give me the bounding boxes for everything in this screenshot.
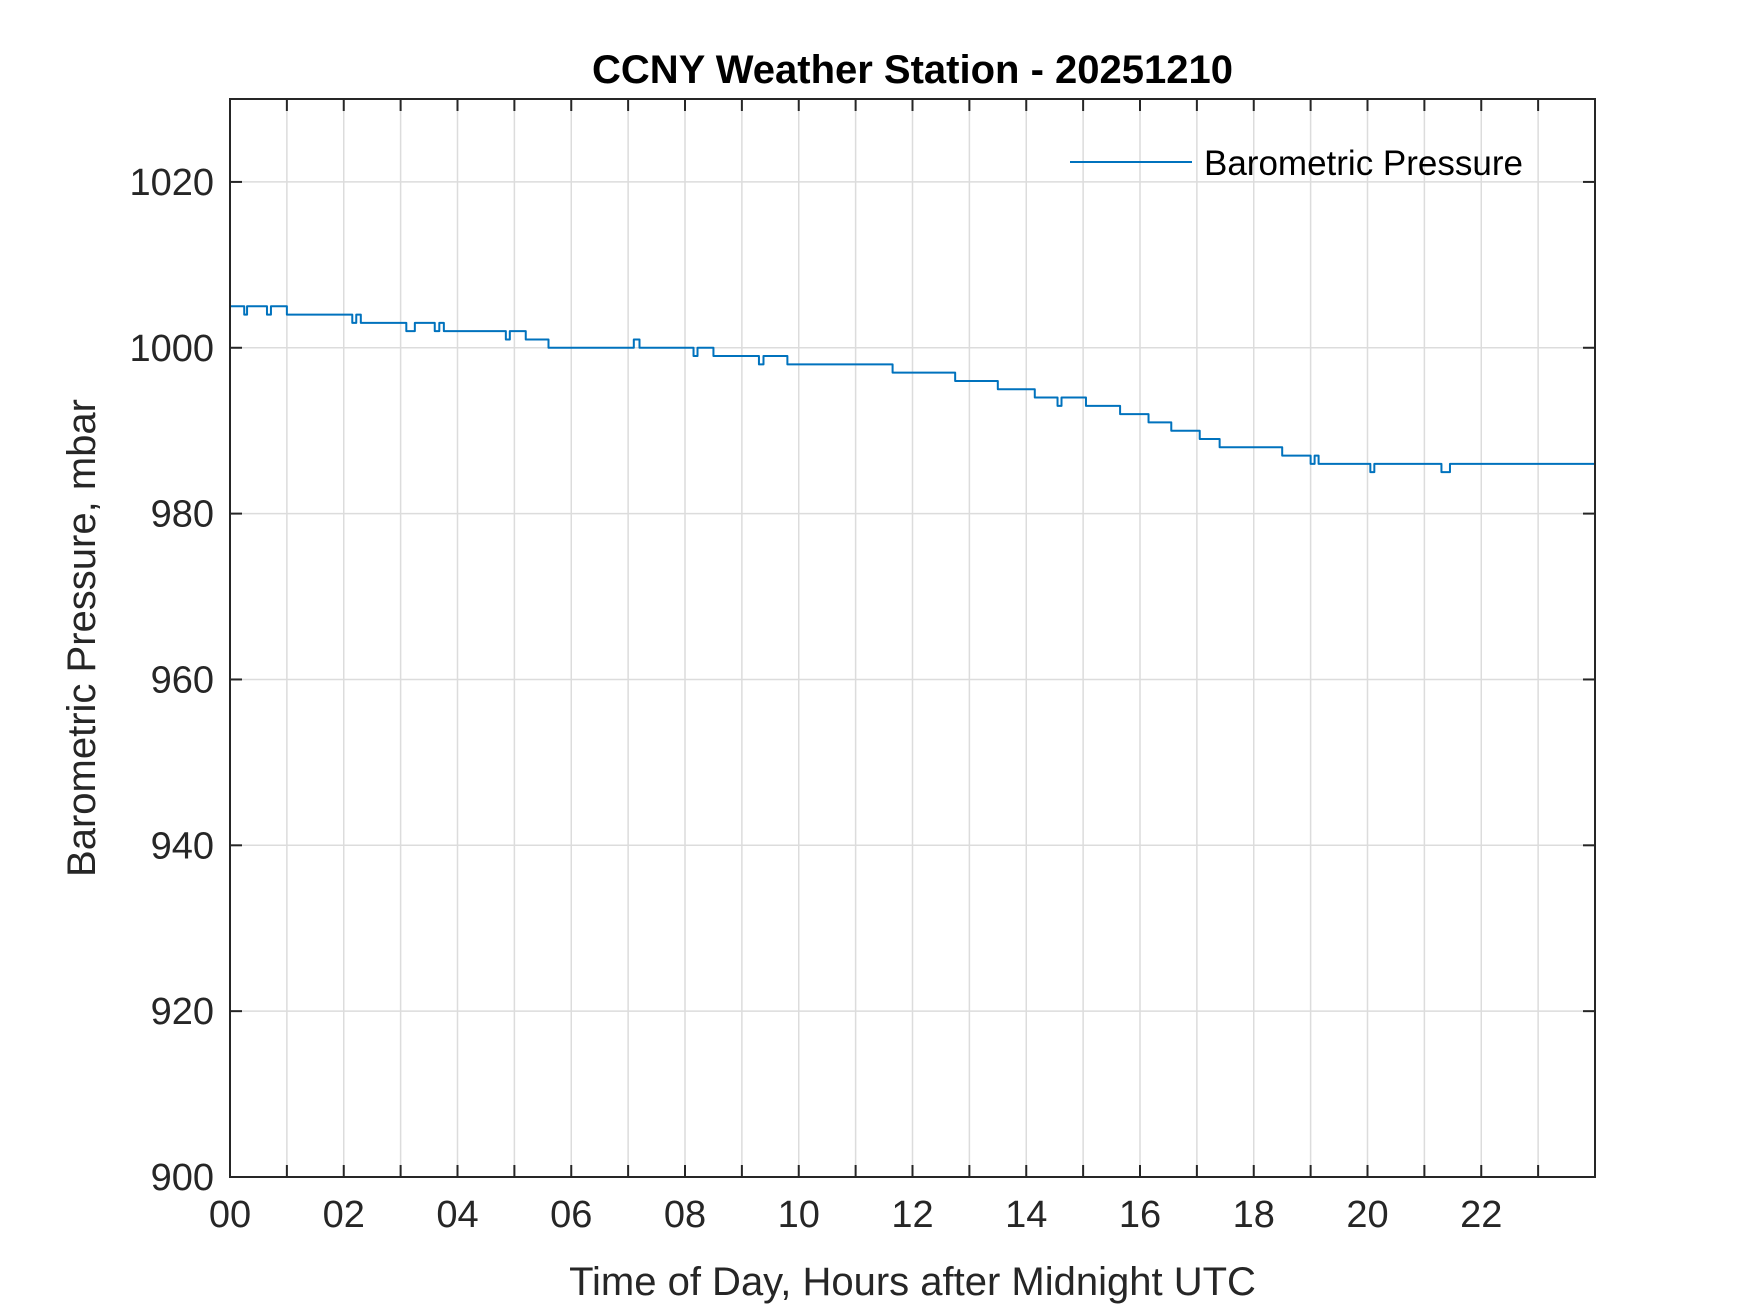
y-tick-label: 980 — [151, 494, 214, 536]
x-tick-label: 12 — [891, 1194, 933, 1236]
x-tick-label: 00 — [209, 1194, 251, 1236]
y-tick-label: 900 — [151, 1157, 214, 1199]
y-tick-label: 940 — [151, 825, 214, 867]
series-layer — [230, 305, 1595, 474]
x-axis-label: Time of Day, Hours after Midnight UTC — [569, 1260, 1256, 1304]
y-axis-label: Barometric Pressure, mbar — [60, 399, 104, 877]
x-tick-label: 02 — [323, 1194, 365, 1236]
y-tick-label: 960 — [151, 659, 214, 701]
tick-labels: 00 02 04 06 08 10 12 14 16 18 20 22 900 920 940 960 980 1… — [129, 162, 1502, 1236]
x-tick-label: 06 — [550, 1194, 592, 1236]
x-tick-label: 16 — [1119, 1194, 1161, 1236]
x-tick-label: 08 — [664, 1194, 706, 1236]
x-tick-label: 04 — [436, 1194, 478, 1236]
x-tick-label: 20 — [1346, 1194, 1388, 1236]
chart-title: CCNY Weather Station - 20251210 — [592, 48, 1233, 92]
x-tick-label: 10 — [778, 1194, 820, 1236]
x-tick-label: 18 — [1233, 1194, 1275, 1236]
y-tick-label: 920 — [151, 991, 214, 1033]
y-tick-label: 1020 — [129, 162, 214, 204]
legend-label-barometric-pressure: Barometric Pressure — [1204, 144, 1523, 183]
y-tick-label: 1000 — [129, 328, 214, 370]
legend: Barometric Pressure — [1070, 144, 1523, 183]
ticks — [229, 99, 1595, 1178]
x-tick-label: 22 — [1460, 1194, 1502, 1236]
series-line-barometric-pressure — [230, 305, 1595, 474]
x-tick-label: 14 — [1005, 1194, 1047, 1236]
